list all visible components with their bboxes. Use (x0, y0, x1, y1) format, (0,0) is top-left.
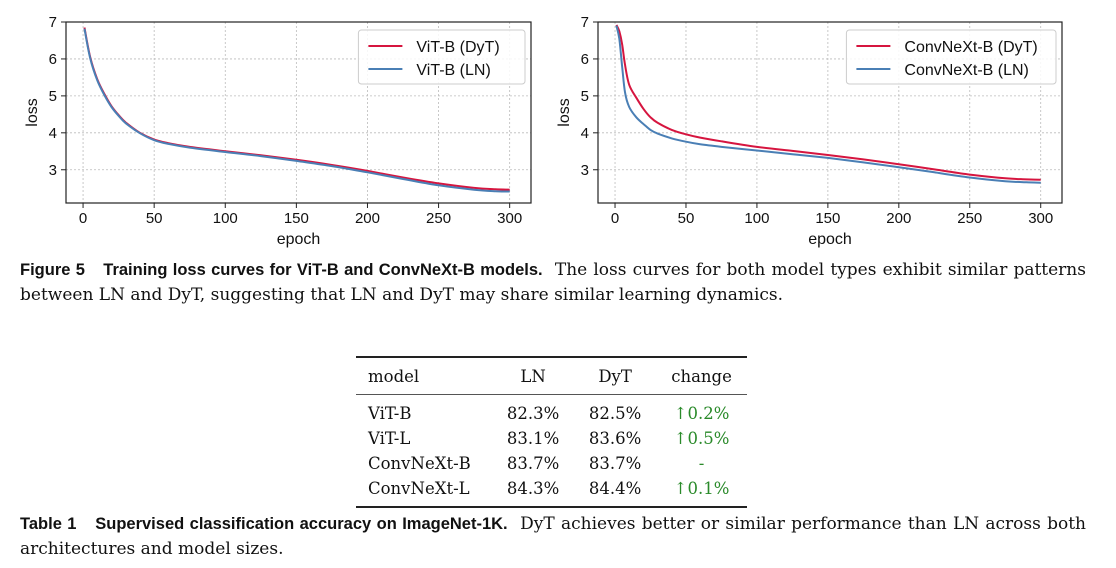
x-tick-label: 250 (426, 210, 451, 227)
header-ln: LN (520, 366, 546, 386)
x-axis-label: epoch (277, 231, 321, 248)
cell-dyt: 84.4% (588, 479, 642, 498)
plot-frame (65, 21, 532, 204)
table-caption-title: Supervised classification accuracy on Im… (95, 515, 508, 533)
change-value: 0.1% (687, 479, 730, 498)
accuracy-table: model LN DyT change ViT-B 82.3% 82.5% ↑0… (356, 356, 747, 508)
legend-label: ConvNeXt-B (DyT) (904, 39, 1037, 56)
table-caption-body: DyT achieves better or similar performan… (20, 514, 1086, 559)
cell-dyt: 83.6% (588, 429, 642, 448)
x-tick-label: 100 (213, 210, 238, 227)
x-tick-label: 0 (611, 210, 619, 227)
x-tick-label: 100 (744, 210, 769, 227)
cell-ln: 82.3% (506, 404, 560, 423)
series-line-ln (615, 25, 1041, 184)
y-tick-label: 6 (49, 51, 57, 68)
table-row: ConvNeXt-B 83.7% 83.7% - (356, 451, 747, 476)
table-caption: Table 1 Supervised classification accura… (20, 512, 1086, 562)
y-tick-label: 5 (581, 88, 589, 105)
y-tick-label: 5 (49, 88, 57, 105)
header-model: model (368, 366, 420, 386)
change-value: 0.5% (687, 429, 730, 448)
cell-ln: 83.7% (506, 454, 560, 473)
y-tick-label: 3 (581, 162, 589, 179)
cell-model: ConvNeXt-L (368, 479, 470, 498)
legend-box (845, 29, 1057, 85)
series-line-dyt (615, 24, 1041, 181)
figure-caption-body: The loss curves for both model types exh… (20, 260, 1086, 305)
x-tick-label: 0 (79, 210, 87, 227)
cell-model: ConvNeXt-B (368, 454, 471, 473)
legend-box (357, 29, 526, 85)
figure-caption: Figure 5 Training loss curves for ViT-B … (20, 258, 1086, 308)
up-arrow-icon: ↑ (673, 404, 688, 423)
cell-ln: 84.3% (506, 479, 560, 498)
x-tick-label: 150 (815, 210, 840, 227)
table-row: ViT-B 82.3% 82.5% ↑0.2% (356, 395, 747, 427)
cell-dyt: 82.5% (588, 404, 642, 423)
x-tick-label: 200 (886, 210, 911, 227)
table-caption-label: Table 1 (20, 515, 77, 533)
vit-b-loss-chart: 0 50 100 150 200 250 300 3 4 5 6 7 epoch loss ViT-B (D… (24, 14, 532, 248)
y-tick-label: 7 (49, 14, 57, 31)
table-row: ViT-L 83.1% 83.6% ↑0.5% (356, 426, 747, 451)
cell-dyt: 83.7% (588, 454, 642, 473)
convnext-b-loss-chart: 0 50 100 150 200 250 300 3 4 5 6 7 epoch loss ConvNeXt… (556, 14, 1063, 248)
change-value: 0.2% (687, 404, 730, 423)
cell-model: ViT-B (368, 404, 412, 423)
cell-change: ↑0.5% (656, 426, 747, 451)
legend: ConvNeXt-B (DyT) ConvNeXt-B (LN) (845, 29, 1057, 85)
x-tick-label: 50 (146, 210, 163, 227)
figure-caption-label: Figure 5 (20, 261, 85, 279)
x-tick-label: 200 (355, 210, 380, 227)
x-tick-label: 300 (1028, 210, 1053, 227)
cell-model: ViT-L (368, 429, 411, 448)
figure-caption-title: Training loss curves for ViT-B and ConvN… (103, 261, 543, 279)
cell-change: ↑0.2% (656, 395, 747, 427)
up-arrow-icon: ↑ (673, 479, 688, 498)
legend: ViT-B (DyT) ViT-B (LN) (357, 29, 526, 85)
y-axis-label: loss (556, 98, 573, 126)
cell-change: ↑0.1% (656, 476, 747, 507)
table-header-row: model LN DyT change (356, 357, 747, 395)
y-tick-label: 7 (581, 14, 589, 31)
y-axis-label: loss (24, 98, 41, 126)
legend-label: ViT-B (LN) (416, 62, 490, 79)
legend-label: ConvNeXt-B (LN) (904, 62, 1028, 79)
y-tick-label: 3 (49, 162, 57, 179)
x-tick-label: 150 (284, 210, 309, 227)
up-arrow-icon: ↑ (673, 429, 688, 448)
header-dyt: DyT (598, 366, 632, 386)
x-tick-label: 50 (678, 210, 695, 227)
header-change: change (671, 366, 732, 386)
y-tick-label: 4 (49, 125, 57, 142)
change-value: - (698, 454, 705, 473)
y-tick-label: 4 (581, 125, 589, 142)
x-tick-label: 300 (497, 210, 522, 227)
x-tick-label: 250 (957, 210, 982, 227)
cell-ln: 83.1% (506, 429, 560, 448)
cell-change: - (656, 451, 747, 476)
table-row: ConvNeXt-L 84.3% 84.4% ↑0.1% (356, 476, 747, 507)
plot-frame (597, 21, 1063, 204)
series-line-ln (83, 28, 510, 193)
y-tick-label: 6 (581, 51, 589, 68)
legend-label: ViT-B (DyT) (416, 39, 499, 56)
x-axis-label: epoch (808, 231, 852, 248)
